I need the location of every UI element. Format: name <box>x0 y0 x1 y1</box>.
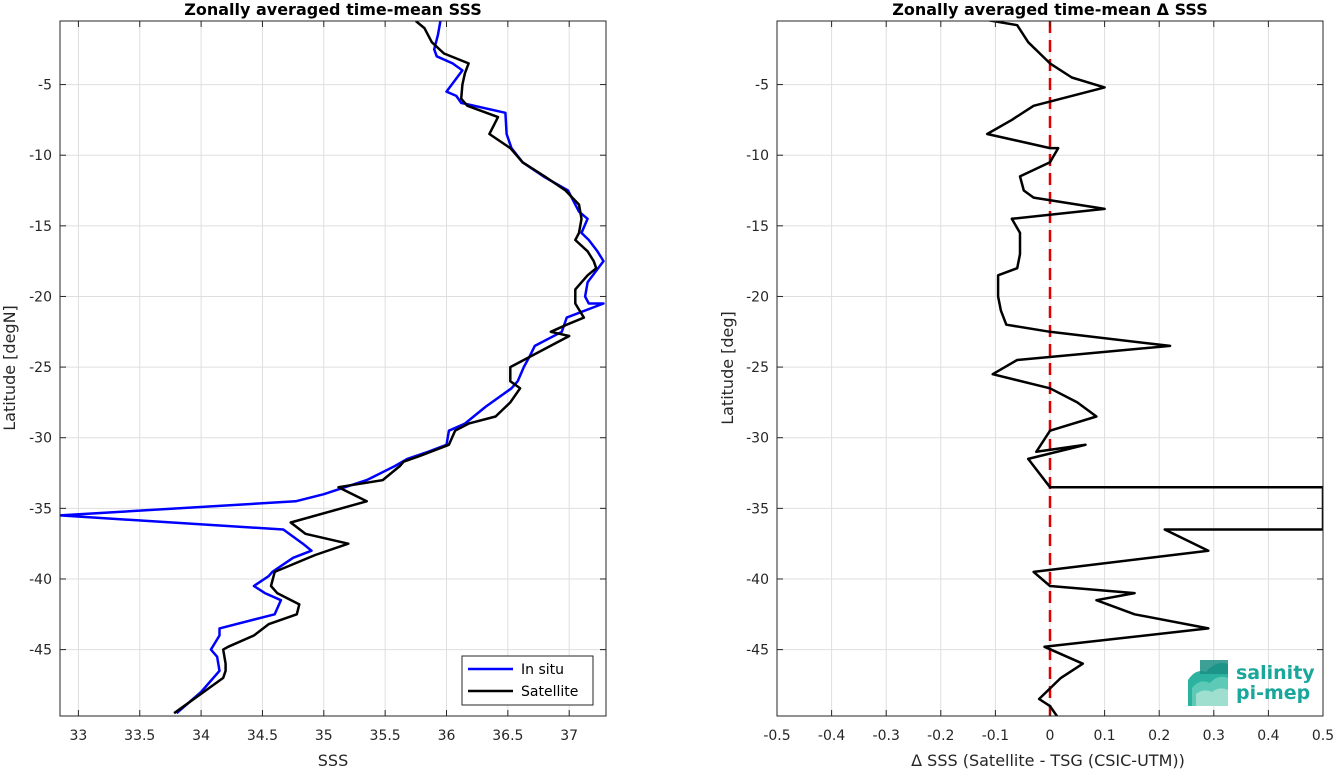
left-panel: 33 33.5 34 34.5 35 35.5 36 36.5 37 -5 -10 -15 -20 -25… <box>0 0 607 769</box>
right-xtick-label: -0.1 <box>982 728 1009 744</box>
right-ytick-label: -15 <box>746 219 769 235</box>
left-ytick-label: -20 <box>29 289 52 305</box>
logo-wave-icon <box>1188 660 1228 706</box>
left-satellite-series-line <box>173 21 598 715</box>
right-ytick-label: -25 <box>746 360 769 376</box>
left-xtick-label: 36 <box>438 728 456 744</box>
right-xtick-label: -0.5 <box>763 728 790 744</box>
left-ytick-label: -35 <box>29 501 52 517</box>
right-panel: -0.5 -0.4 -0.3 -0.2 -0.1 0 0.1 0.2 0.3 0.4 0.5 -5 -1… <box>718 0 1334 769</box>
right-xtick-label: 0 <box>1046 728 1055 744</box>
right-ytick-label: -45 <box>746 643 769 659</box>
left-xtick-label: 35.5 <box>370 728 401 744</box>
left-ytick-label: -30 <box>29 431 52 447</box>
left-ytick-label: -25 <box>29 360 52 376</box>
left-ytick-label: -40 <box>29 572 52 588</box>
right-series <box>985 21 1323 716</box>
left-series <box>60 21 605 715</box>
legend-label-in-situ: In situ <box>521 662 564 678</box>
right-xtick-label: 0.3 <box>1203 728 1225 744</box>
left-xtick-label: 33.5 <box>124 728 155 744</box>
right-ytick-label: -20 <box>746 289 769 305</box>
right-xtick-label: 0.4 <box>1257 728 1279 744</box>
right-title: Zonally averaged time-mean Δ SSS <box>892 0 1208 19</box>
right-delta-sss-series-line <box>985 21 1323 716</box>
left-axes-frame <box>59 20 607 717</box>
left-in-situ-series-line <box>60 21 605 715</box>
right-xtick-label: -0.2 <box>927 728 954 744</box>
left-ytick-label: -15 <box>29 219 52 235</box>
legend-label-satellite: Satellite <box>521 684 578 700</box>
right-xtick-label: -0.4 <box>818 728 845 744</box>
salinity-pi-mep-logo: salinity pi-mep <box>1188 660 1315 706</box>
right-ytick-label: -5 <box>755 78 769 94</box>
left-xtick-label: 34 <box>192 728 210 744</box>
right-xtick-label: 0.1 <box>1093 728 1115 744</box>
left-xtick-label: 36.5 <box>492 728 523 744</box>
right-ylabel: Latitude [deg] <box>718 311 737 425</box>
left-xtick-label: 37 <box>560 728 578 744</box>
right-xlabel: Δ SSS (Satellite - TSG (CSIC-UTM)) <box>911 751 1185 769</box>
right-xtick-label: 0.2 <box>1148 728 1170 744</box>
right-ytick-label: -40 <box>746 572 769 588</box>
left-xtick-label: 34.5 <box>247 728 278 744</box>
left-ytick-label: -10 <box>29 148 52 164</box>
right-xtick-label: 0.5 <box>1312 728 1334 744</box>
logo-text-line2: pi-mep <box>1236 682 1310 704</box>
legend: In situ Satellite <box>461 655 594 706</box>
left-ytick-label: -5 <box>38 78 52 94</box>
left-ytick-label: -45 <box>29 643 52 659</box>
logo-text-line1: salinity <box>1236 662 1315 684</box>
left-title: Zonally averaged time-mean SSS <box>184 0 482 19</box>
right-xtick-label: -0.3 <box>873 728 900 744</box>
left-ticks: 33 33.5 34 34.5 35 35.5 36 36.5 37 -5 -10 -15 -20 -25… <box>29 21 606 744</box>
left-plot-area <box>60 21 606 716</box>
right-ytick-label: -30 <box>746 431 769 447</box>
left-ylabel: Latitude [degN] <box>0 305 19 431</box>
legend-box <box>461 655 594 706</box>
right-ticks: -0.5 -0.4 -0.3 -0.2 -0.1 0 0.1 0.2 0.3 0.4 0.5 -5 -1… <box>746 21 1334 744</box>
right-ytick-label: -10 <box>746 148 769 164</box>
right-ytick-label: -35 <box>746 501 769 517</box>
left-xlabel: SSS <box>318 751 348 769</box>
left-xtick-label: 33 <box>69 728 87 744</box>
left-xtick-label: 35 <box>315 728 333 744</box>
